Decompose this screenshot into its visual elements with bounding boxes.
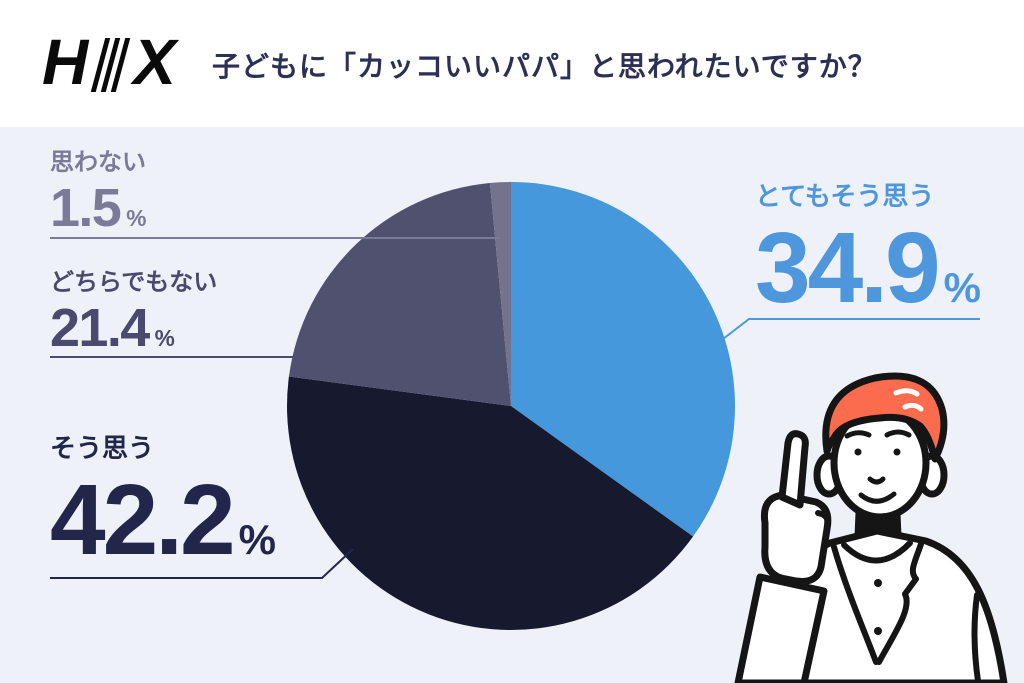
pie-slice-1 [287, 376, 694, 630]
man-lapel-left [831, 544, 879, 665]
label-souomou-unit: % [238, 516, 276, 563]
man-shirt-collar [841, 540, 913, 564]
logo-letter-x: X [133, 26, 176, 98]
man-button-top [874, 579, 882, 587]
label-omowanai-value: 1.5 [50, 178, 122, 238]
pie-slice-2 [288, 182, 511, 406]
logo-letter-h: H [42, 26, 88, 98]
man-hair [822, 372, 948, 463]
chart-area: 思わない 1.5% どちらでもない 21.4% そう思う 42.2% とてもそう… [0, 127, 1024, 683]
callout-lines [50, 237, 980, 579]
man-sleeve-seam [971, 592, 981, 683]
label-totemo-unit: % [943, 264, 981, 311]
man-hair-streak-1 [893, 388, 920, 397]
label-dochira: どちらでもない 21.4% [50, 269, 218, 356]
man-eye-right [893, 448, 901, 456]
man-mouth [858, 491, 897, 504]
label-omowanai-unit: % [126, 205, 147, 231]
pie-slices [287, 182, 735, 630]
man-pointing-illustration [734, 372, 1008, 683]
man-pointing-finger [778, 430, 809, 509]
header: H X 子どもに「カッコいいパパ」と思われたいですか？ [0, 0, 1024, 127]
man-eyebrow-right [884, 429, 912, 438]
man-fist [760, 491, 832, 585]
label-omowanai: 思わない 1.5% [50, 149, 147, 236]
label-dochira-unit: % [154, 325, 175, 351]
label-totemo: とてもそう思う 34.9% [755, 181, 981, 318]
man-lapel-right [876, 541, 924, 665]
label-souomou: そう思う 42.2% [50, 433, 276, 570]
pie-slice-0 [511, 182, 735, 537]
label-omowanai-name: 思わない [50, 149, 146, 176]
pie-chart [50, 182, 980, 630]
callout-line-totemo [722, 318, 980, 340]
page-title: 子どもに「カッコいいパパ」と思われたいですか？ [212, 51, 877, 82]
label-totemo-name: とてもそう思う [755, 181, 935, 211]
man-hair-streak-2 [902, 402, 924, 412]
label-totemo-value: 34.9 [755, 212, 941, 324]
man-button-bottom [874, 627, 882, 635]
man-thumb [815, 510, 831, 533]
callout-line-souomou [50, 548, 354, 579]
hix-logo: H X [42, 26, 176, 98]
man-nose [867, 476, 886, 485]
man-arm [734, 573, 828, 683]
logo-slash-bars-icon [90, 38, 131, 92]
label-dochira-name: どちらでもない [50, 269, 218, 296]
man-eyebrow-left [844, 430, 872, 439]
label-souomou-name: そう思う [50, 433, 155, 463]
label-souomou-value: 42.2 [50, 464, 236, 576]
man-eye-left [854, 448, 862, 456]
label-dochira-value: 21.4 [50, 298, 150, 358]
